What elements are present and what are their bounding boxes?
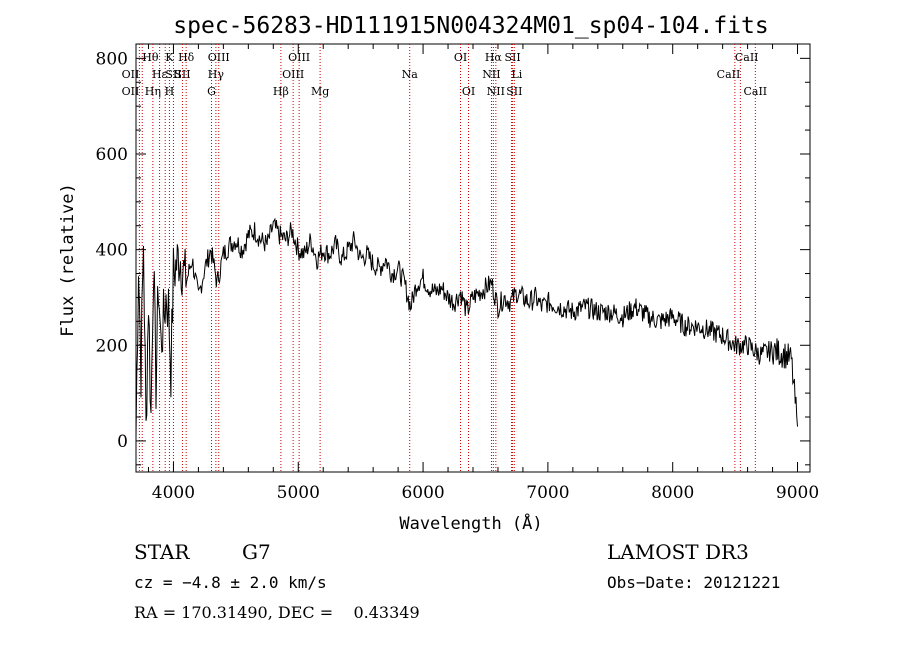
spectral-line-label: G [207, 85, 216, 98]
spectral-line-label: Hγ [208, 68, 225, 81]
y-tick-label: 400 [96, 241, 128, 261]
spectrum-series-line [135, 217, 798, 437]
spectral-line-label: CaII [717, 68, 741, 81]
spectral-line-label: OII [122, 85, 140, 98]
x-axis-label: Wavelength (Å) [399, 512, 542, 534]
y-axis: 0 200 400 600 800 [96, 49, 810, 466]
spectral-line-label: Hε [152, 68, 168, 81]
spectral-line-label: SII [504, 51, 520, 64]
spectral-line-label: NII [482, 68, 500, 81]
spectral-line-label: H [165, 85, 175, 98]
spectral-line-label: Hδ [178, 51, 195, 64]
spectral-line-label: SII [506, 85, 522, 98]
spectral-line-label: OI [454, 51, 467, 64]
spectral-line-label: OIII [288, 51, 310, 64]
object-subclass: G7 [242, 540, 271, 564]
y-tick-label: 0 [117, 432, 128, 452]
spectral-line-label: SII [165, 68, 181, 81]
spectral-line-label: SII [174, 68, 190, 81]
spectral-line-label: OI [462, 85, 475, 98]
observation-date: Obs−Date: 20121221 [607, 573, 781, 592]
y-tick-label: 200 [96, 336, 128, 356]
chart-title: spec-56283-HD111915N004324M01_sp04-104.f… [173, 13, 768, 39]
x-tick-label: 7000 [526, 483, 569, 503]
x-axis: 4000 5000 6000 7000 8000 9000 [147, 44, 819, 503]
spectral-line-label: Hη [145, 85, 161, 98]
x-tick-label: 8000 [651, 483, 694, 503]
x-tick-label: 4000 [152, 483, 195, 503]
spectral-line-label: Na [402, 68, 419, 81]
y-axis-label: Flux (relative) [58, 183, 78, 337]
y-tick-label: 600 [96, 145, 128, 165]
spectral-line-label: OII [122, 68, 140, 81]
spectral-line-label: Hθ [142, 51, 159, 64]
x-tick-label: 6000 [401, 483, 444, 503]
spectral-line-label: Hα [485, 51, 503, 64]
ra-dec-coordinates: RA = 170.31490, DEC = 0.43349 [134, 603, 420, 622]
object-class: STAR [134, 540, 190, 564]
spectral-line-label: OIII [208, 51, 230, 64]
spectral-line-label: CaII [743, 85, 767, 98]
spectral-line-label: CaII [735, 51, 759, 64]
spectral-line-label: Li [511, 68, 522, 81]
spectral-line-label: Hβ [273, 85, 289, 98]
spectral-line-label: Mg [311, 85, 329, 98]
x-tick-label: 5000 [277, 483, 320, 503]
spectral-line-label: K [165, 51, 174, 64]
y-tick-label: 800 [96, 49, 128, 69]
spectral-line-label: NII [487, 85, 505, 98]
spectral-line-markers [138, 44, 756, 472]
survey-name: LAMOST DR3 [607, 540, 749, 564]
spectral-line-label: OIII [282, 68, 304, 81]
x-tick-label: 9000 [776, 483, 819, 503]
redshift-cz: cz = −4.8 ± 2.0 km/s [134, 573, 327, 592]
plot-frame [135, 43, 811, 473]
